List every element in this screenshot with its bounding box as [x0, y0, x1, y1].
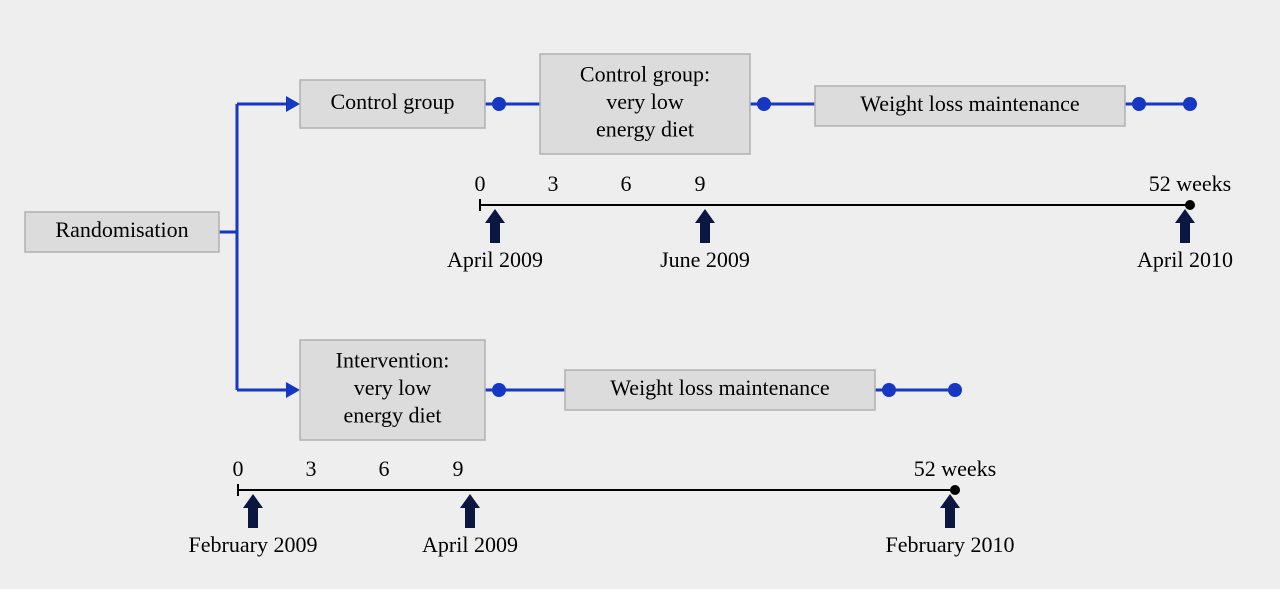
box-control-label-0: Control group	[330, 89, 454, 114]
flow-bot-seg1-dot	[492, 383, 506, 397]
bottom-end-dot	[950, 485, 960, 495]
box-randomisation-label-0: Randomisation	[55, 217, 188, 242]
top-tick-1: 3	[548, 171, 559, 196]
box-wlm_bot-label-0: Weight loss maintenance	[610, 375, 829, 400]
top-date-0: April 2009	[447, 247, 543, 272]
box-control_vle-label-1: very low	[606, 89, 684, 114]
flow-bot-seg2-end-dot	[948, 383, 962, 397]
bottom-date-0: February 2009	[189, 532, 318, 557]
bottom-tick-3: 9	[453, 456, 464, 481]
top-tick-4: 52 weeks	[1149, 171, 1231, 196]
bottom-tick-1: 3	[306, 456, 317, 481]
top-tick-3: 9	[695, 171, 706, 196]
top-date-2: April 2010	[1137, 247, 1233, 272]
bottom-date-1: April 2009	[422, 532, 518, 557]
bottom-tick-0: 0	[233, 456, 244, 481]
box-intervention-label-0: Intervention:	[336, 348, 450, 373]
top-tick-0: 0	[475, 171, 486, 196]
box-control_vle-label-2: energy diet	[596, 117, 694, 142]
box-intervention-label-2: energy diet	[344, 403, 442, 428]
top-tick-2: 6	[621, 171, 632, 196]
bottom-tick-2: 6	[379, 456, 390, 481]
study-design-diagram: Randomisation Control group Control group:…	[0, 0, 1280, 589]
top-date-1: June 2009	[660, 247, 750, 272]
flow-top-seg1-dot	[492, 97, 506, 111]
top-end-dot	[1185, 200, 1195, 210]
bottom-tick-4: 52 weeks	[914, 456, 996, 481]
flow-bot-seg2-dot	[882, 383, 896, 397]
flow-top-seg2-dot	[757, 97, 771, 111]
bottom-date-2: February 2010	[886, 532, 1015, 557]
flow-top-seg3-dot	[1132, 97, 1146, 111]
box-wlm_top-label-0: Weight loss maintenance	[860, 91, 1079, 116]
flow-top-seg3-end-dot	[1183, 97, 1197, 111]
box-intervention-label-1: very low	[354, 375, 432, 400]
box-control_vle-label-0: Control group:	[580, 62, 710, 87]
